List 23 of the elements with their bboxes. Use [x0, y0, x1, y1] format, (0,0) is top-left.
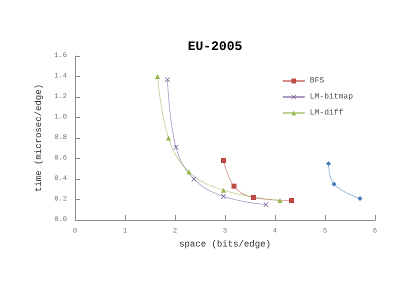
point	[165, 77, 170, 82]
point	[155, 74, 160, 79]
chart-title: EU-2005	[188, 39, 243, 54]
point	[332, 182, 336, 187]
point	[221, 194, 226, 199]
point	[174, 144, 178, 150]
legend-label: LM-diff	[310, 108, 344, 118]
y-axis-title: time (microsec/edge)	[34, 84, 44, 192]
point	[166, 136, 171, 140]
point	[278, 198, 282, 204]
x-axis-title: space (bits/edge)	[179, 239, 271, 250]
legend-label: BFS	[310, 76, 324, 86]
point	[326, 161, 331, 166]
point	[289, 198, 294, 204]
point	[251, 194, 256, 200]
point	[221, 188, 226, 193]
legend-label: LM-bitmap	[310, 92, 354, 102]
point	[264, 202, 268, 208]
point	[358, 196, 362, 201]
point	[186, 169, 192, 174]
point	[232, 184, 236, 189]
point	[221, 158, 226, 164]
point	[192, 176, 196, 182]
